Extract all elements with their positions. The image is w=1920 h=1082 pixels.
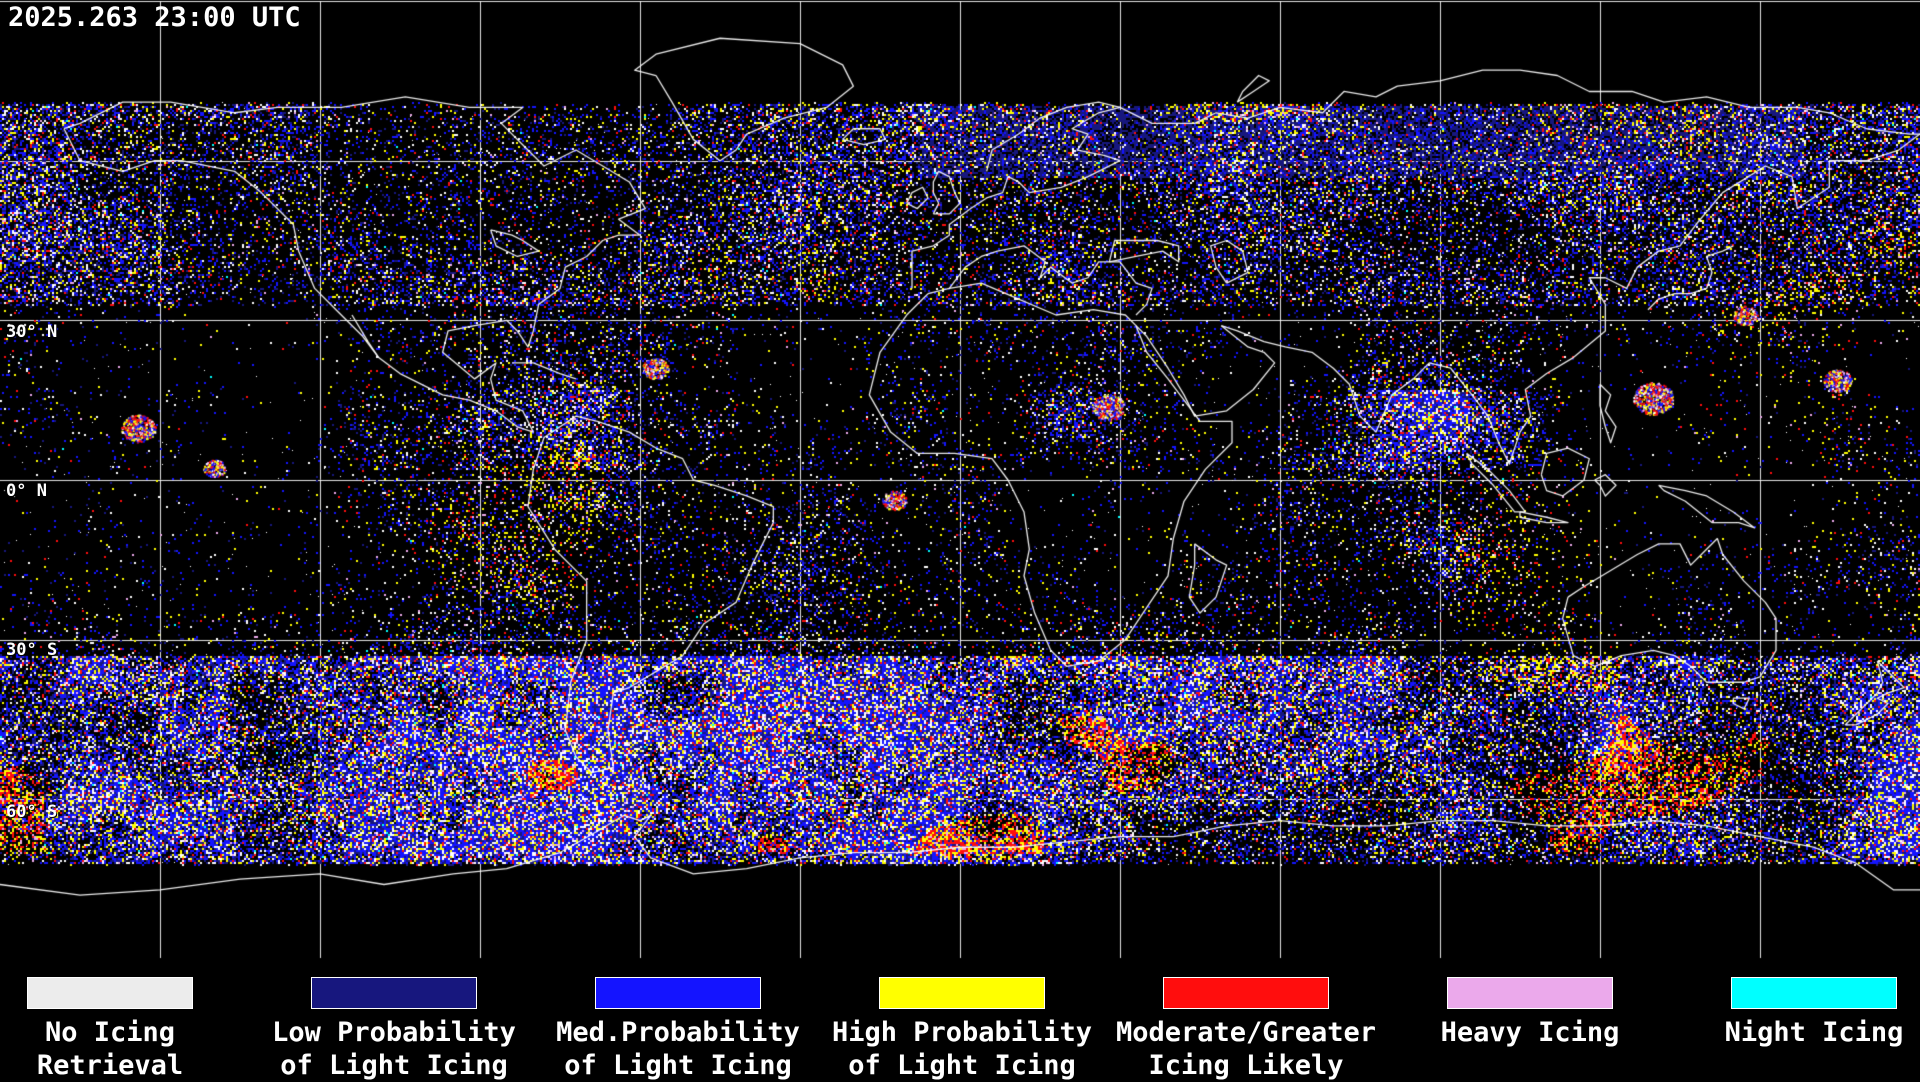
legend-label-line1: Low Probability	[272, 1017, 516, 1048]
latitude-label-30n: 30° N	[6, 322, 58, 342]
legend-label-line2: of Light Icing	[848, 1050, 1076, 1081]
legend-label-low-probability: Low Probability of Light Icing	[252, 1016, 536, 1082]
legend-swatch-med-probability	[595, 977, 761, 1009]
legend-label-no-icing: No Icing Retrieval	[0, 1016, 252, 1082]
legend-item-night-icing: Night Icing	[1672, 966, 1920, 1049]
legend-label-line1: High Probability	[831, 1017, 1093, 1048]
legend-label-line1: Night Icing	[1724, 1017, 1904, 1048]
legend-item-no-icing-retrieval: No Icing Retrieval	[0, 966, 252, 1082]
legend-swatch-night-icing	[1731, 977, 1897, 1009]
latitude-label-30s: 30° S	[6, 640, 58, 660]
legend-item-high-probability: High Probability of Light Icing	[820, 966, 1104, 1082]
legend-label-night-icing: Night Icing	[1672, 1016, 1920, 1049]
legend-label-line2: Icing Likely	[1148, 1050, 1344, 1081]
legend-label-line2: of Light Icing	[564, 1050, 792, 1081]
legend-swatch-no-icing	[27, 977, 193, 1009]
legend-item-moderate-greater: Moderate/Greater Icing Likely	[1104, 966, 1388, 1082]
timestamp: 2025.263 23:00 UTC	[8, 2, 301, 33]
latitude-label-0n: 0° N	[6, 481, 47, 501]
legend-swatch-heavy-icing	[1447, 977, 1613, 1009]
legend-label-med-probability: Med.Probability of Light Icing	[536, 1016, 820, 1082]
legend-item-low-probability: Low Probability of Light Icing	[252, 966, 536, 1082]
legend-item-heavy-icing: Heavy Icing	[1388, 966, 1672, 1049]
legend-label-moderate-greater: Moderate/Greater Icing Likely	[1104, 1016, 1388, 1082]
latitude-label-60s: 60° S	[6, 802, 58, 822]
legend-label-line1: Med.Probability	[556, 1017, 800, 1048]
legend-label-heavy-icing: Heavy Icing	[1388, 1016, 1672, 1049]
legend-swatch-low-probability	[311, 977, 477, 1009]
legend-label-line2: of Light Icing	[280, 1050, 508, 1081]
legend-item-med-probability: Med.Probability of Light Icing	[536, 966, 820, 1082]
legend-label-line1: Heavy Icing	[1440, 1017, 1620, 1048]
world-icing-map	[0, 0, 1920, 966]
legend-label-line1: Moderate/Greater	[1115, 1017, 1377, 1048]
legend: No Icing Retrieval Low Probability of Li…	[0, 966, 1920, 1082]
legend-swatch-high-probability	[879, 977, 1045, 1009]
legend-label-high-probability: High Probability of Light Icing	[820, 1016, 1104, 1082]
legend-swatch-moderate-greater	[1163, 977, 1329, 1009]
legend-label-line2: Retrieval	[36, 1050, 184, 1081]
legend-label-line1: No Icing	[44, 1017, 176, 1048]
